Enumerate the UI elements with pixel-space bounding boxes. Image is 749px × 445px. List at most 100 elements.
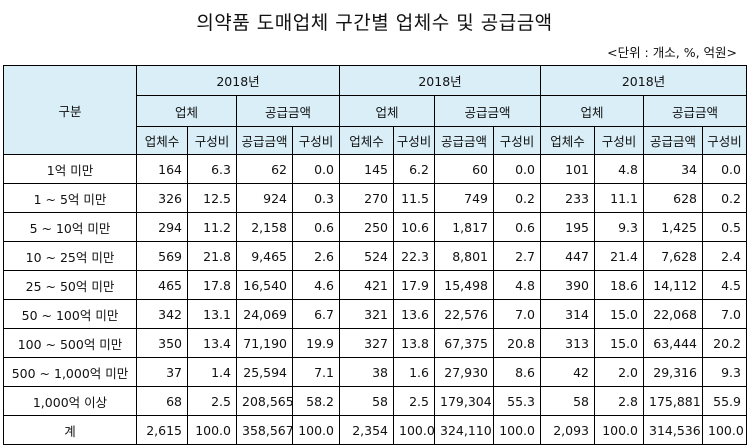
table-cell: 60 xyxy=(434,154,494,184)
table-cell: 6.7 xyxy=(292,299,340,329)
table-cell: 749 xyxy=(434,183,494,213)
table-cell: 17.8 xyxy=(187,270,237,300)
table-cell: 0.2 xyxy=(493,183,541,213)
table-cell: 179,304 xyxy=(434,386,494,416)
table-cell: 0.3 xyxy=(292,183,340,213)
table-cell: 0.0 xyxy=(292,154,340,184)
table-cell: 390 xyxy=(540,270,595,300)
table-cell: 22.3 xyxy=(393,241,435,271)
supply-table: 구분 2018년 2018년 2018년 업체 공급금액 업체 공급금액 업체 … xyxy=(3,65,747,445)
table-cell: 175,881 xyxy=(643,386,703,416)
table-cell: 24,069 xyxy=(236,299,293,329)
table-row: 50 ~ 100억 미만 342 13.1 24,069 6.7 321 13.6 22,57… xyxy=(3,299,747,329)
table-cell: 13.8 xyxy=(393,328,435,358)
table-title: 의약품 도매업체 구간별 업체수 및 공급금액 xyxy=(196,12,553,34)
table-row: 10 ~ 25억 미만 569 21.8 9,465 2.6 524 22.3 8,801 2.… xyxy=(3,241,747,271)
table-cell: 58 xyxy=(339,386,394,416)
table-cell: 4.8 xyxy=(594,154,644,184)
table-cell: 628 xyxy=(643,183,703,213)
table-row: 100 ~ 500억 미만 350 13.4 71,190 19.9 327 13.8 67,… xyxy=(3,328,747,358)
table-cell: 421 xyxy=(339,270,394,300)
table-cell: 37 xyxy=(136,357,188,387)
table-row: 1억 미만 164 6.3 62 0.0 145 6.2 60 0.0 101 4.8 34 0.0 xyxy=(3,154,747,184)
table-cell: 58 xyxy=(540,386,595,416)
table-cell: 38 xyxy=(339,357,394,387)
table-cell: 7.0 xyxy=(702,299,747,329)
table-cell: 9.3 xyxy=(702,357,747,387)
table-cell: 22,576 xyxy=(434,299,494,329)
table-cell: 17.9 xyxy=(393,270,435,300)
column-header: 구성비 xyxy=(393,126,435,155)
table-cell: 13.4 xyxy=(187,328,237,358)
row-label: 계 xyxy=(3,415,137,445)
table-cell: 0.6 xyxy=(292,212,340,242)
table-cell: 100.0 xyxy=(702,415,747,445)
table-cell: 13.6 xyxy=(393,299,435,329)
table-cell: 14,112 xyxy=(643,270,703,300)
group-header-companies: 업체 xyxy=(540,95,644,127)
table-cell: 326 xyxy=(136,183,188,213)
table-cell: 1.6 xyxy=(393,357,435,387)
table-cell: 67,375 xyxy=(434,328,494,358)
table-cell: 12.5 xyxy=(187,183,237,213)
column-header: 구성비 xyxy=(702,126,747,155)
table-cell: 21.4 xyxy=(594,241,644,271)
table-cell: 11.5 xyxy=(393,183,435,213)
table-cell: 1,425 xyxy=(643,212,703,242)
table-cell: 0.2 xyxy=(702,183,747,213)
table-row: 1 ~ 5억 미만 326 12.5 924 0.3 270 11.5 749 0.2 233 11… xyxy=(3,183,747,213)
table-cell: 327 xyxy=(339,328,394,358)
table-cell: 294 xyxy=(136,212,188,242)
table-cell: 233 xyxy=(540,183,595,213)
year-header: 2018년 xyxy=(540,65,747,96)
table-cell: 2.5 xyxy=(393,386,435,416)
table-cell: 100.0 xyxy=(393,415,435,445)
table-cell: 34 xyxy=(643,154,703,184)
table-cell: 15,498 xyxy=(434,270,494,300)
table-row: 1,000억 이상 68 2.5 208,565 58.2 58 2.5 179,304 55.… xyxy=(3,386,747,416)
group-header-companies: 업체 xyxy=(136,95,237,127)
group-header-supply: 공급금액 xyxy=(643,95,747,127)
table-cell: 8,801 xyxy=(434,241,494,271)
row-label: 1 ~ 5억 미만 xyxy=(3,183,137,213)
table-cell: 27,930 xyxy=(434,357,494,387)
table-cell: 2.5 xyxy=(187,386,237,416)
table-cell: 313 xyxy=(540,328,595,358)
table-cell: 55.9 xyxy=(702,386,747,416)
table-cell: 2,615 xyxy=(136,415,188,445)
table-cell: 29,316 xyxy=(643,357,703,387)
table-cell: 1.4 xyxy=(187,357,237,387)
table-cell: 2.6 xyxy=(292,241,340,271)
table-cell: 20.2 xyxy=(702,328,747,358)
table-row: 25 ~ 50억 미만 465 17.8 16,540 4.6 421 17.9 15,498… xyxy=(3,270,747,300)
table-cell: 18.6 xyxy=(594,270,644,300)
table-cell: 2,093 xyxy=(540,415,595,445)
table-cell: 358,567 xyxy=(236,415,293,445)
table-cell: 22,068 xyxy=(643,299,703,329)
table-row: 계 2,615 100.0 358,567 100.0 2,354 100.0 324,110… xyxy=(3,415,747,445)
table-cell: 11.2 xyxy=(187,212,237,242)
table-cell: 7,628 xyxy=(643,241,703,271)
column-header: 공급금액 xyxy=(643,126,703,155)
table-cell: 16,540 xyxy=(236,270,293,300)
table-cell: 0.6 xyxy=(493,212,541,242)
table-cell: 2.4 xyxy=(702,241,747,271)
table-cell: 314,536 xyxy=(643,415,703,445)
table-cell: 100.0 xyxy=(493,415,541,445)
column-header: 업체수 xyxy=(339,126,394,155)
table-cell: 10.6 xyxy=(393,212,435,242)
column-header: 구성비 xyxy=(292,126,340,155)
row-label: 50 ~ 100억 미만 xyxy=(3,299,137,329)
row-label: 5 ~ 10억 미만 xyxy=(3,212,137,242)
row-label: 100 ~ 500억 미만 xyxy=(3,328,137,358)
year-header: 2018년 xyxy=(136,65,340,96)
table-cell: 2,354 xyxy=(339,415,394,445)
table-cell: 195 xyxy=(540,212,595,242)
category-header: 구분 xyxy=(3,65,137,155)
table-cell: 100.0 xyxy=(187,415,237,445)
table-cell: 19.9 xyxy=(292,328,340,358)
table-cell: 11.1 xyxy=(594,183,644,213)
table-cell: 2.7 xyxy=(493,241,541,271)
column-header: 구성비 xyxy=(594,126,644,155)
table-cell: 6.3 xyxy=(187,154,237,184)
